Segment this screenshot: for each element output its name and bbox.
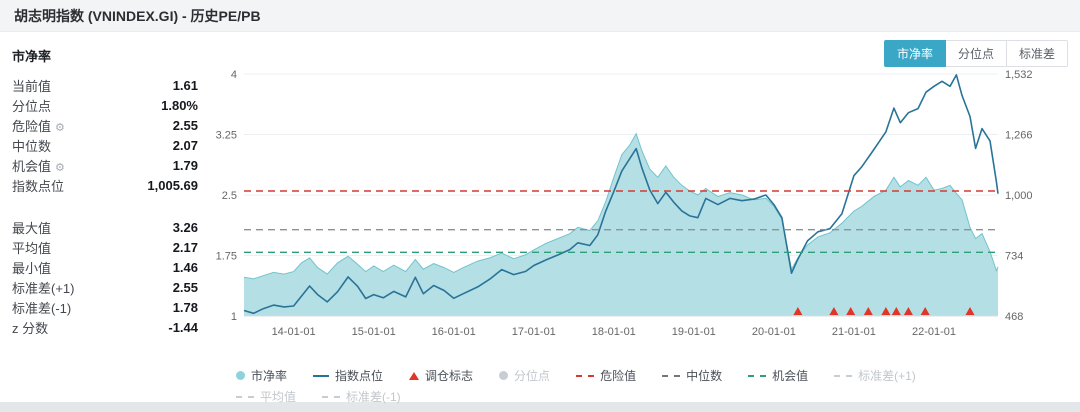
chart-canvas: 1 468 1.75 734 2.5 1,000 3.25 1,266 4 1,532 14-01-… (216, 69, 1033, 338)
stat-value: 1.80% (161, 97, 198, 113)
stat-row-index-points: 指数点位 1,005.69 (12, 175, 198, 195)
stat-value: 2.07 (172, 137, 198, 153)
legend-item-danger[interactable]: 危险值 (576, 367, 636, 384)
stat-label: 最大值 (12, 220, 52, 236)
legend-item-stddev-plus1[interactable]: 标准差(+1) (834, 367, 916, 384)
legend-item-average[interactable]: 平均值 (236, 388, 296, 405)
stat-value: 1.46 (172, 259, 198, 275)
stat-row-percentile: 分位点 1.80% (12, 95, 198, 115)
svg-text:1,532: 1,532 (1005, 69, 1033, 81)
stat-row-danger: 危险值 ⚙ 2.55 (12, 115, 198, 135)
stat-label: 机会值 ⚙ (12, 158, 65, 174)
svg-text:1,000: 1,000 (1005, 190, 1033, 202)
dot-series-icon (499, 371, 509, 380)
stat-label: 危险值 ⚙ (12, 118, 65, 134)
stat-label: 当前值 (12, 78, 52, 94)
svg-text:21-01-01: 21-01-01 (832, 326, 876, 338)
triangle-marker-icon (409, 371, 420, 380)
stat-label: 指数点位 (12, 178, 65, 194)
muted-dashed-line-icon (834, 374, 853, 377)
svg-text:2.5: 2.5 (222, 190, 237, 202)
view-tabs: 市净率 分位点 标准差 (883, 40, 1068, 67)
svg-text:1: 1 (231, 311, 237, 323)
svg-text:14-01-01: 14-01-01 (272, 326, 316, 338)
muted-dashed-line-icon (236, 395, 254, 398)
green-dashed-line-icon (748, 374, 767, 377)
svg-text:20-01-01: 20-01-01 (752, 326, 796, 338)
chart-legend: 市净率 指数点位 调仓标志 分位点 危险值 中位数 机会值 标准差(+1) 平均… (210, 359, 1070, 407)
stat-value: 1.61 (172, 77, 198, 93)
area-series-dot-icon (236, 371, 245, 380)
stat-row-max: 最大值 3.26 (12, 217, 198, 237)
stat-row-stddev-plus1: 标准差(+1) 2.55 (12, 277, 198, 297)
stats-group-divider (12, 195, 198, 217)
svg-text:3.25: 3.25 (216, 130, 237, 142)
stat-row-stddev-minus1: 标准差(-1) 1.78 (12, 297, 198, 317)
stat-label: 中位数 (12, 138, 52, 154)
legend-item-rebalance[interactable]: 调仓标志 (409, 367, 473, 384)
stat-row-min: 最小值 1.46 (12, 257, 198, 277)
stat-label: 最小值 (12, 260, 52, 276)
tab-percentile[interactable]: 分位点 (945, 40, 1007, 67)
stat-row-median: 中位数 2.07 (12, 135, 198, 155)
svg-text:17-01-01: 17-01-01 (512, 326, 556, 338)
panel-title: 市净率 (12, 49, 52, 64)
stat-row-average: 平均值 2.17 (12, 237, 198, 257)
svg-text:22-01-01: 22-01-01 (912, 326, 956, 338)
stat-row-opportunity: 机会值 ⚙ 1.79 (12, 155, 198, 175)
tab-std-dev[interactable]: 标准差 (1006, 40, 1068, 67)
gear-icon[interactable]: ⚙ (55, 121, 65, 134)
stat-label: 标准差(+1) (12, 280, 75, 296)
stat-value: -1.44 (168, 319, 198, 335)
stat-value: 2.55 (172, 117, 198, 133)
line-series-icon (313, 374, 330, 377)
pb-chart[interactable]: 1 468 1.75 734 2.5 1,000 3.25 1,266 4 1,532 14-01-… (210, 62, 1070, 359)
main-content: 市净率 当前值 1.61 分位点 1.80% 危险值 ⚙ 2.55 中位数 2.0… (0, 32, 1080, 404)
muted-dashed-line-icon (322, 395, 341, 398)
legend-item-pb-ratio[interactable]: 市净率 (236, 367, 287, 384)
stat-value: 1.79 (172, 157, 198, 173)
legend-row-1: 市净率 指数点位 调仓标志 分位点 危险值 中位数 机会值 标准差(+1) (236, 365, 1070, 386)
legend-item-percentile[interactable]: 分位点 (499, 367, 550, 384)
stat-row-zscore: z 分数 -1.44 (12, 317, 198, 337)
svg-text:19-01-01: 19-01-01 (672, 326, 716, 338)
stat-value: 1.78 (172, 299, 198, 315)
stat-label: 分位点 (12, 98, 52, 114)
page-title: 胡志明指数 (VNINDEX.GI) - 历史PE/PB (14, 7, 261, 24)
stat-label: z 分数 (12, 320, 49, 336)
legend-item-median[interactable]: 中位数 (662, 367, 722, 384)
svg-text:16-01-01: 16-01-01 (432, 326, 476, 338)
bottom-strip (0, 402, 1080, 412)
stat-value: 1,005.69 (147, 177, 198, 193)
red-dashed-line-icon (576, 374, 595, 377)
gray-dashed-line-icon (662, 374, 681, 377)
legend-item-opportunity[interactable]: 机会值 (748, 367, 808, 384)
window-header: 胡志明指数 (VNINDEX.GI) - 历史PE/PB (0, 0, 1080, 32)
stat-value: 2.17 (172, 239, 198, 255)
stat-label: 平均值 (12, 240, 52, 256)
chart-section: 市净率 分位点 标准差 1 468 1.75 734 2.5 1,000 3.25 1,266… (210, 38, 1070, 404)
stat-value: 2.55 (172, 279, 198, 295)
svg-text:4: 4 (231, 69, 237, 81)
svg-text:468: 468 (1005, 311, 1023, 323)
stat-value: 3.26 (172, 219, 198, 235)
legend-row-2: 平均值 标准差(-1) (236, 386, 1070, 407)
svg-text:1.75: 1.75 (216, 251, 237, 263)
stat-row-current: 当前值 1.61 (12, 75, 198, 95)
stat-label: 标准差(-1) (12, 300, 72, 316)
svg-text:15-01-01: 15-01-01 (352, 326, 396, 338)
tab-pb-ratio[interactable]: 市净率 (883, 40, 946, 67)
svg-text:734: 734 (1005, 251, 1023, 263)
gear-icon[interactable]: ⚙ (55, 161, 65, 174)
svg-text:18-01-01: 18-01-01 (592, 326, 636, 338)
legend-item-stddev-minus1[interactable]: 标准差(-1) (322, 388, 401, 405)
legend-item-index[interactable]: 指数点位 (313, 367, 383, 384)
svg-text:1,266: 1,266 (1005, 130, 1033, 142)
stats-panel: 市净率 当前值 1.61 分位点 1.80% 危险值 ⚙ 2.55 中位数 2.0… (10, 38, 210, 402)
